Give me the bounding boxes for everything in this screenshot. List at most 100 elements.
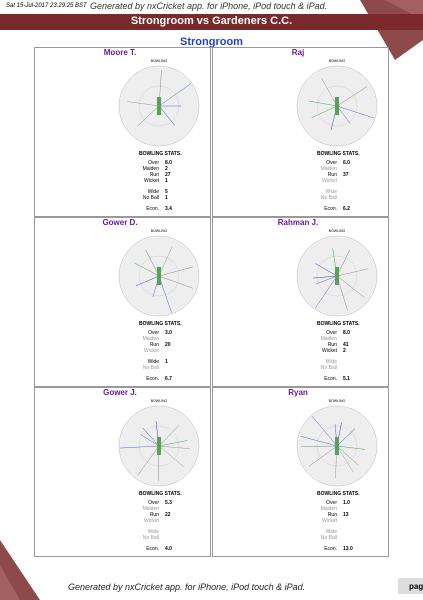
bowler-panel: Rahman J. BOWLING BOWLING STATS. Over 8.0 Mai… xyxy=(212,217,389,387)
wheel-label: BOWLING xyxy=(329,59,346,63)
stat-value: 5.1 xyxy=(343,376,350,382)
page-box xyxy=(398,578,423,594)
wagon-wheel: BOWLING xyxy=(118,399,200,487)
bowler-panel: Moore T. BOWLING BOWLING STATS. Over 8.0 Maid… xyxy=(34,47,211,217)
stat-label: No Ball xyxy=(142,535,159,541)
stat-label: Maiden xyxy=(142,336,159,342)
stat-label: Run xyxy=(327,512,337,518)
shot-line xyxy=(137,445,160,476)
pitch xyxy=(157,267,161,285)
inner-ring xyxy=(316,85,358,127)
shot-line xyxy=(308,445,338,467)
stats-heading: BOWLING STATS. xyxy=(317,151,360,157)
stat-value: 1 xyxy=(165,178,168,184)
stat-label: Wicket xyxy=(322,348,337,354)
shot-line xyxy=(145,250,160,277)
shot-line xyxy=(336,445,365,450)
pitch xyxy=(335,437,339,455)
pitch xyxy=(157,437,161,455)
wheel-label: BOWLING xyxy=(329,399,346,403)
shot-line xyxy=(158,246,173,277)
stat-label: Econ. xyxy=(146,376,159,382)
stat-label: Over xyxy=(148,330,159,336)
shot-line xyxy=(135,275,160,286)
stat-value: 3.0 xyxy=(165,330,172,336)
stat-label: Wide xyxy=(325,529,337,535)
wheel-label: BOWLING xyxy=(151,59,168,63)
timestamp: Sat 15-Jul-2017 23:29:25 BST xyxy=(6,3,87,9)
stat-value: 37 xyxy=(343,172,349,178)
stat-label: Wicket xyxy=(144,178,159,184)
stat-label: No Ball xyxy=(142,365,159,371)
bowler-name: Gower J. xyxy=(103,388,137,397)
stats-heading: BOWLING STATS. xyxy=(139,321,182,327)
stat-value: 8.0 xyxy=(165,160,172,166)
shot-line xyxy=(137,105,160,126)
stat-label: No Ball xyxy=(320,535,337,541)
match-title: Strongroom vs Gardeners C.C. xyxy=(130,15,293,27)
stat-value: 1 xyxy=(165,195,168,201)
shot-line xyxy=(158,425,179,447)
stat-label: No Ball xyxy=(320,195,337,201)
wagon-wheel: BOWLING xyxy=(118,229,200,317)
bowler-panel: Gower J. BOWLING BOWLING STATS. Over 5.3 Maid… xyxy=(34,387,211,557)
shot-line xyxy=(336,428,356,447)
shot-line xyxy=(308,100,338,107)
stat-label: No Ball xyxy=(320,365,337,371)
shot-line xyxy=(314,275,338,309)
wheel-label: BOWLING xyxy=(329,229,346,233)
shot-line xyxy=(134,262,160,277)
stat-value: 6.0 xyxy=(343,160,350,166)
stat-label: Over xyxy=(326,160,337,166)
shot-line xyxy=(336,275,365,298)
stat-label: Maiden xyxy=(320,506,337,512)
shot-line xyxy=(158,275,172,313)
stat-label: Over xyxy=(326,330,337,336)
shot-line xyxy=(158,83,192,107)
shot-line xyxy=(321,77,338,107)
shot-line xyxy=(142,427,160,447)
stat-label: Maiden xyxy=(320,166,337,172)
bowler-grid: Moore T. BOWLING BOWLING STATS. Over 8.0 Maid… xyxy=(34,47,389,557)
section-title: Strongroom xyxy=(180,36,243,48)
bowler-name: Moore T. xyxy=(103,48,137,57)
stat-label: Wide xyxy=(325,189,337,195)
stat-label: Econ. xyxy=(146,206,159,212)
stat-value: 6.7 xyxy=(165,376,172,382)
shot-line xyxy=(158,445,190,449)
bowler-name: Rahman J. xyxy=(277,218,319,227)
wagon-wheel: BOWLING xyxy=(296,59,378,147)
inner-ring xyxy=(138,255,180,297)
shot-line xyxy=(300,435,338,447)
stat-label: Run xyxy=(327,172,337,178)
shot-line xyxy=(336,445,359,466)
stat-value: 2 xyxy=(343,348,346,354)
shot-line xyxy=(311,105,338,119)
stat-value: 8.0 xyxy=(343,330,350,336)
stat-label: Wicket xyxy=(322,178,337,184)
bowler-panel: Gower D. BOWLING BOWLING STATS. Over 3.0 Maid… xyxy=(34,217,211,387)
stat-value: 4.0 xyxy=(165,546,172,552)
shot-line xyxy=(158,445,184,467)
stat-value: 13 xyxy=(343,512,349,518)
stat-label: Wicket xyxy=(144,348,159,354)
stat-value: 22 xyxy=(165,512,171,518)
stat-label: Wicket xyxy=(144,518,159,524)
shot-line xyxy=(316,275,338,285)
shot-line xyxy=(140,434,160,447)
bowler-name: Gower D. xyxy=(102,218,138,227)
stat-label: Econ. xyxy=(146,546,159,552)
shot-line xyxy=(315,263,338,277)
shot-line xyxy=(311,415,338,447)
stat-label: Maiden xyxy=(320,336,337,342)
stat-label: Wide xyxy=(147,529,159,535)
wagon-wheel: BOWLING xyxy=(296,229,378,317)
stat-label: Over xyxy=(148,500,159,506)
bowler-panel: Ryan BOWLING BOWLING STATS. Over 1.0 Maiden Ru… xyxy=(212,387,389,557)
wheel-label: BOWLING xyxy=(151,229,168,233)
wagon-wheel: BOWLING xyxy=(296,399,378,487)
pitch xyxy=(157,97,161,115)
stat-label: Econ. xyxy=(324,376,337,382)
shot-line xyxy=(158,275,193,289)
